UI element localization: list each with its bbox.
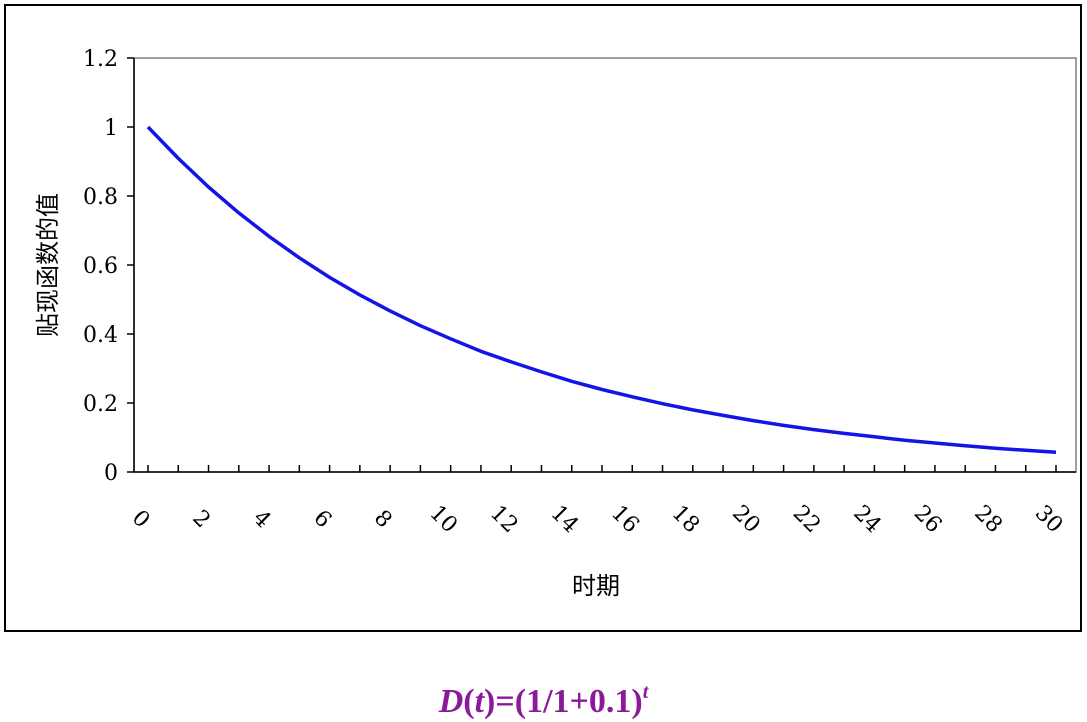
formula-variable: t: [474, 683, 485, 720]
formula-function-name: D: [438, 683, 464, 720]
formula-open-paren: (: [463, 683, 475, 720]
x-tick-label: 16: [606, 501, 643, 538]
x-tick-label: 8: [369, 506, 397, 534]
series-line: [146, 125, 1057, 455]
formula-expression: )=(1/1+0.1): [484, 683, 643, 720]
x-tick-label: 24: [848, 501, 885, 538]
y-axis-ticks: 0 0.2 0.4 0.6 0.8 1 1.2: [83, 47, 134, 486]
x-tick-label: 4: [248, 506, 276, 534]
y-tick-label: 0.2: [83, 392, 118, 417]
x-tick-label: 30: [1030, 501, 1067, 538]
y-tick-label: 0: [104, 461, 118, 486]
x-tick-label: 14: [546, 501, 583, 538]
x-tick-label: 26: [909, 501, 946, 538]
y-tick-label: 1.2: [83, 47, 118, 72]
y-tick-label: 0.8: [83, 185, 118, 210]
x-tick-label: 20: [727, 501, 764, 538]
x-tick-label: 22: [788, 501, 825, 538]
formula-exponent: t: [642, 681, 649, 703]
y-tick-label: 0.6: [83, 254, 118, 279]
x-axis-title: 时期: [572, 572, 620, 600]
x-tick-label: 18: [667, 501, 704, 538]
x-tick-label: 12: [485, 501, 522, 538]
y-tick-label: 0.4: [83, 323, 118, 348]
y-axis-title: 贴现函数的值: [34, 193, 62, 337]
x-tick-label: 28: [969, 501, 1006, 538]
series-layer: [146, 125, 1057, 455]
chart-frame: 0 0.2 0.4 0.6 0.8 1 1.2 0 2 4 6 8 10 12 14 16 18 20 22 24 2…: [4, 4, 1082, 632]
formula: D(t)=(1/1+0.1)t: [0, 672, 1087, 722]
x-tick-label: 2: [187, 506, 215, 534]
x-tick-label: 0: [127, 506, 155, 534]
y-tick-label: 1: [104, 116, 118, 141]
x-tick-label: 6: [308, 506, 336, 534]
discount-function-chart: 00.20.40.60.811.2 0 2 4 6 8 10 12 14 16 18 20 22 24 2…: [34, 47, 1077, 600]
x-axis-ticks: 0 2 4 6 8 10 12 14 16 18 20 22 24 26 28 30: [127, 465, 1067, 538]
plot-area: [133, 57, 1077, 473]
x-tick-label: 10: [425, 501, 462, 538]
